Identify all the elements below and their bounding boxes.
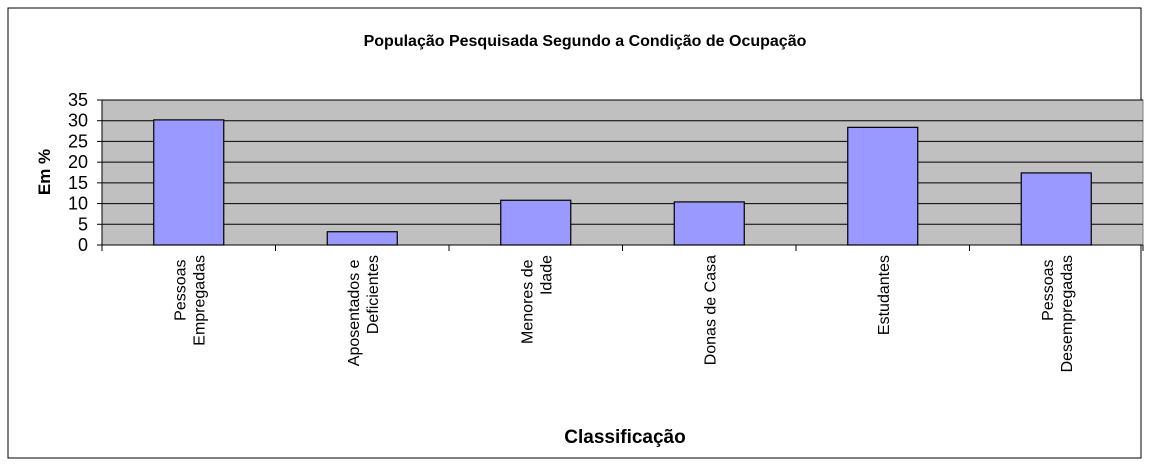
y-axis-title: Em % [35,149,54,195]
y-tick-label: 30 [68,111,88,131]
y-tick-label: 0 [78,235,88,255]
y-tick-label: 10 [68,194,88,214]
y-tick-label: 5 [78,214,88,234]
x-tick-label: Donas de Casa [702,255,719,365]
y-tick-label: 20 [68,152,88,172]
x-tick-label: Menores de Idade [519,255,555,344]
x-tick-label: Pessoas Desempregadas [1040,255,1076,372]
x-tick-label: Pessoas Empregadas [172,255,208,346]
x-axis-title: Classificação [564,427,685,448]
bar [1020,172,1092,246]
bar [500,199,572,246]
chart-title: População Pesquisada Segundo a Condição … [364,33,807,50]
bar [153,119,225,246]
plot-area [101,99,1144,246]
bar [326,231,398,246]
y-tick-label: 35 [68,90,88,110]
x-tick-label: Estudantes [876,255,893,335]
bar [847,126,919,246]
bar [673,201,745,246]
x-tick-label: Aposentados e Deficientes [346,255,382,366]
y-tick-label: 15 [68,173,88,193]
y-tick-label: 25 [68,131,88,151]
